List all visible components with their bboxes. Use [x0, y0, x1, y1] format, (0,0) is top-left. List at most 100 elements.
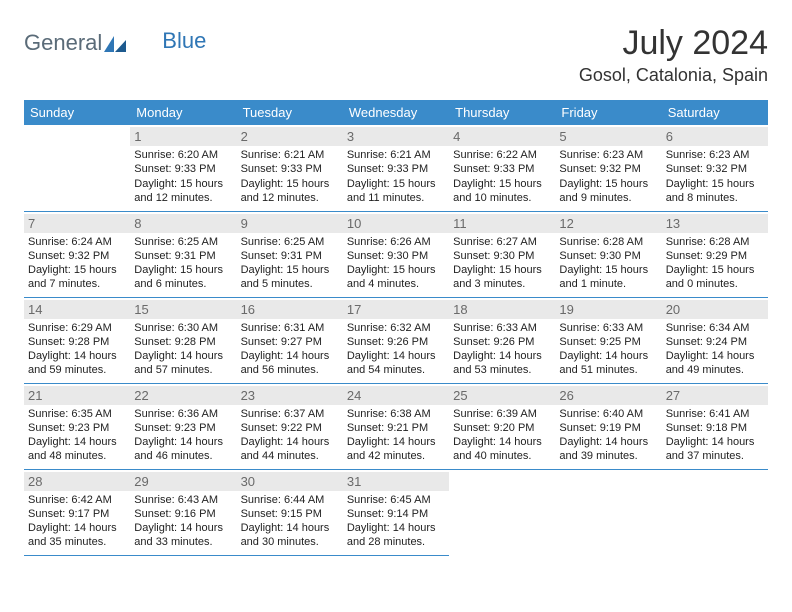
- sunrise-line: Sunrise: 6:45 AM: [347, 493, 445, 507]
- sunset-line: Sunset: 9:31 PM: [134, 249, 232, 263]
- day-number: 10: [343, 214, 449, 233]
- daylight-line-1: Daylight: 14 hours: [559, 349, 657, 363]
- calendar-week-row: 14Sunrise: 6:29 AMSunset: 9:28 PMDayligh…: [24, 297, 768, 383]
- sunset-line: Sunset: 9:14 PM: [347, 507, 445, 521]
- sunset-line: Sunset: 9:29 PM: [666, 249, 764, 263]
- sunset-line: Sunset: 9:30 PM: [453, 249, 551, 263]
- calendar-day-cell: .: [662, 469, 768, 555]
- sunset-line: Sunset: 9:33 PM: [134, 162, 232, 176]
- calendar-day-cell: .: [449, 469, 555, 555]
- sunrise-line: Sunrise: 6:35 AM: [28, 407, 126, 421]
- sunset-line: Sunset: 9:33 PM: [241, 162, 339, 176]
- sunset-line: Sunset: 9:28 PM: [134, 335, 232, 349]
- sunset-line: Sunset: 9:31 PM: [241, 249, 339, 263]
- calendar-day-cell: 27Sunrise: 6:41 AMSunset: 9:18 PMDayligh…: [662, 383, 768, 469]
- calendar-day-cell: 10Sunrise: 6:26 AMSunset: 9:30 PMDayligh…: [343, 211, 449, 297]
- sunrise-line: Sunrise: 6:20 AM: [134, 148, 232, 162]
- sunrise-line: Sunrise: 6:33 AM: [453, 321, 551, 335]
- calendar-day-cell: 3Sunrise: 6:21 AMSunset: 9:33 PMDaylight…: [343, 125, 449, 211]
- day-number: 4: [449, 127, 555, 146]
- sunset-line: Sunset: 9:22 PM: [241, 421, 339, 435]
- sunrise-line: Sunrise: 6:37 AM: [241, 407, 339, 421]
- daylight-line-2: and 37 minutes.: [666, 449, 764, 463]
- calendar-day-cell: 13Sunrise: 6:28 AMSunset: 9:29 PMDayligh…: [662, 211, 768, 297]
- day-number: 22: [130, 386, 236, 405]
- daylight-line-2: and 33 minutes.: [134, 535, 232, 549]
- daylight-line-1: Daylight: 15 hours: [559, 263, 657, 277]
- daylight-line-1: Daylight: 15 hours: [453, 263, 551, 277]
- sunrise-line: Sunrise: 6:34 AM: [666, 321, 764, 335]
- weekday-header: Tuesday: [237, 100, 343, 125]
- sunrise-line: Sunrise: 6:38 AM: [347, 407, 445, 421]
- calendar-day-cell: 24Sunrise: 6:38 AMSunset: 9:21 PMDayligh…: [343, 383, 449, 469]
- sunset-line: Sunset: 9:33 PM: [347, 162, 445, 176]
- day-number: 13: [662, 214, 768, 233]
- calendar-day-cell: 4Sunrise: 6:22 AMSunset: 9:33 PMDaylight…: [449, 125, 555, 211]
- calendar-day-cell: 15Sunrise: 6:30 AMSunset: 9:28 PMDayligh…: [130, 297, 236, 383]
- day-number: 18: [449, 300, 555, 319]
- day-number: 2: [237, 127, 343, 146]
- daylight-line-2: and 56 minutes.: [241, 363, 339, 377]
- daylight-line-1: Daylight: 15 hours: [666, 177, 764, 191]
- day-number: 29: [130, 472, 236, 491]
- logo-text-blue: Blue: [162, 28, 206, 54]
- sunrise-line: Sunrise: 6:21 AM: [241, 148, 339, 162]
- daylight-line-2: and 48 minutes.: [28, 449, 126, 463]
- title-block: July 2024 Gosol, Catalonia, Spain: [579, 24, 768, 86]
- daylight-line-1: Daylight: 15 hours: [453, 177, 551, 191]
- daylight-line-2: and 12 minutes.: [241, 191, 339, 205]
- daylight-line-1: Daylight: 14 hours: [134, 521, 232, 535]
- daylight-line-2: and 5 minutes.: [241, 277, 339, 291]
- day-number: 8: [130, 214, 236, 233]
- daylight-line-2: and 44 minutes.: [241, 449, 339, 463]
- day-number: 14: [24, 300, 130, 319]
- daylight-line-2: and 40 minutes.: [453, 449, 551, 463]
- calendar-day-cell: 25Sunrise: 6:39 AMSunset: 9:20 PMDayligh…: [449, 383, 555, 469]
- sunrise-line: Sunrise: 6:24 AM: [28, 235, 126, 249]
- calendar-day-cell: 21Sunrise: 6:35 AMSunset: 9:23 PMDayligh…: [24, 383, 130, 469]
- sunset-line: Sunset: 9:28 PM: [28, 335, 126, 349]
- daylight-line-1: Daylight: 15 hours: [666, 263, 764, 277]
- daylight-line-2: and 4 minutes.: [347, 277, 445, 291]
- daylight-line-2: and 3 minutes.: [453, 277, 551, 291]
- daylight-line-1: Daylight: 14 hours: [241, 521, 339, 535]
- calendar-week-row: 28Sunrise: 6:42 AMSunset: 9:17 PMDayligh…: [24, 469, 768, 555]
- calendar-day-cell: 23Sunrise: 6:37 AMSunset: 9:22 PMDayligh…: [237, 383, 343, 469]
- calendar-day-cell: 26Sunrise: 6:40 AMSunset: 9:19 PMDayligh…: [555, 383, 661, 469]
- daylight-line-2: and 28 minutes.: [347, 535, 445, 549]
- weekday-header: Saturday: [662, 100, 768, 125]
- daylight-line-1: Daylight: 15 hours: [347, 177, 445, 191]
- calendar-day-cell: 30Sunrise: 6:44 AMSunset: 9:15 PMDayligh…: [237, 469, 343, 555]
- daylight-line-1: Daylight: 14 hours: [453, 349, 551, 363]
- daylight-line-2: and 35 minutes.: [28, 535, 126, 549]
- sunrise-line: Sunrise: 6:36 AM: [134, 407, 232, 421]
- sunrise-line: Sunrise: 6:28 AM: [559, 235, 657, 249]
- sunset-line: Sunset: 9:23 PM: [134, 421, 232, 435]
- daylight-line-1: Daylight: 14 hours: [453, 435, 551, 449]
- sunset-line: Sunset: 9:26 PM: [453, 335, 551, 349]
- day-number: 19: [555, 300, 661, 319]
- header: GeneralBlue July 2024 Gosol, Catalonia, …: [24, 24, 768, 86]
- daylight-line-1: Daylight: 14 hours: [28, 349, 126, 363]
- calendar-day-cell: 18 Sunrise: 6:33 AMSunset: 9:26 PMDayligh…: [449, 297, 555, 383]
- sunset-line: Sunset: 9:26 PM: [347, 335, 445, 349]
- calendar-day-cell: .: [24, 125, 130, 211]
- day-number: 16: [237, 300, 343, 319]
- daylight-line-2: and 42 minutes.: [347, 449, 445, 463]
- sunset-line: Sunset: 9:16 PM: [134, 507, 232, 521]
- day-number: 7: [24, 214, 130, 233]
- sunset-line: Sunset: 9:20 PM: [453, 421, 551, 435]
- sunrise-line: Sunrise: 6:23 AM: [666, 148, 764, 162]
- calendar-day-cell: 22Sunrise: 6:36 AMSunset: 9:23 PMDayligh…: [130, 383, 236, 469]
- sunset-line: Sunset: 9:24 PM: [666, 335, 764, 349]
- daylight-line-1: Daylight: 15 hours: [134, 177, 232, 191]
- daylight-line-1: Daylight: 14 hours: [28, 435, 126, 449]
- day-number: 20: [662, 300, 768, 319]
- calendar-day-cell: 14Sunrise: 6:29 AMSunset: 9:28 PMDayligh…: [24, 297, 130, 383]
- day-number: 30: [237, 472, 343, 491]
- logo-sail-icon: [104, 36, 126, 52]
- daylight-line-1: Daylight: 14 hours: [134, 349, 232, 363]
- calendar-week-row: 7Sunrise: 6:24 AMSunset: 9:32 PMDaylight…: [24, 211, 768, 297]
- daylight-line-1: Daylight: 14 hours: [241, 435, 339, 449]
- logo: GeneralBlue: [24, 30, 206, 56]
